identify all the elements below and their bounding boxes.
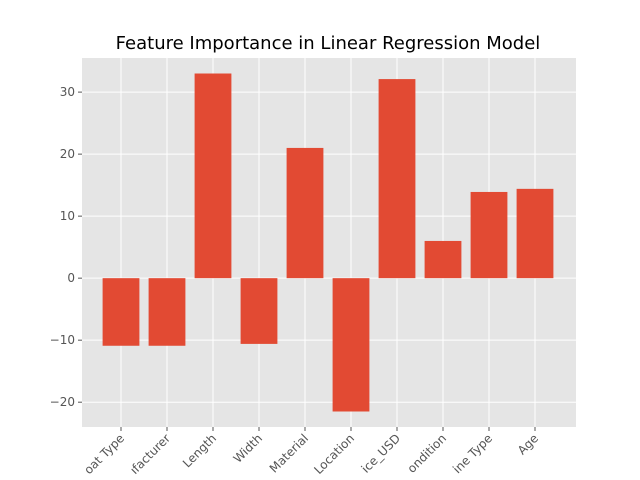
x-tick-label: ondition	[405, 431, 449, 475]
bar-width	[240, 278, 278, 344]
bar-material	[286, 147, 324, 279]
bar-engine-type	[470, 191, 508, 279]
chart-title: Feature Importance in Linear Regression …	[116, 33, 541, 54]
x-tick-label: ice_USD	[359, 431, 404, 476]
x-tick-label: Length	[180, 431, 219, 470]
x-axis-ticks: oat Type ıfacturer Length Width Material Loca…	[81, 427, 541, 477]
y-axis-ticks: −20 −10 0 10 20 30	[50, 85, 82, 409]
x-tick-label: ıfacturer	[127, 431, 173, 477]
y-tick-label: −20	[50, 395, 75, 409]
x-tick-label: oat Type	[81, 431, 127, 477]
bar-boat-type	[102, 278, 140, 346]
x-tick-label: Location	[311, 431, 357, 477]
bar-age	[516, 188, 554, 279]
x-tick-label: Age	[515, 431, 541, 457]
y-tick-label: −10	[50, 333, 75, 347]
bar-length	[194, 73, 232, 279]
y-tick-label: 10	[60, 209, 75, 223]
bar-price-usd	[378, 79, 416, 279]
y-tick-label: 30	[60, 85, 75, 99]
x-tick-label: Material	[267, 431, 311, 475]
x-tick-label: Width	[231, 431, 266, 466]
bar-location	[332, 278, 370, 412]
bars	[102, 73, 554, 412]
y-tick-label: 0	[67, 271, 75, 285]
bar-condition	[424, 240, 462, 279]
bar-manufacturer	[148, 278, 186, 346]
x-tick-label: ine Type	[450, 431, 495, 476]
y-tick-label: 20	[60, 147, 75, 161]
